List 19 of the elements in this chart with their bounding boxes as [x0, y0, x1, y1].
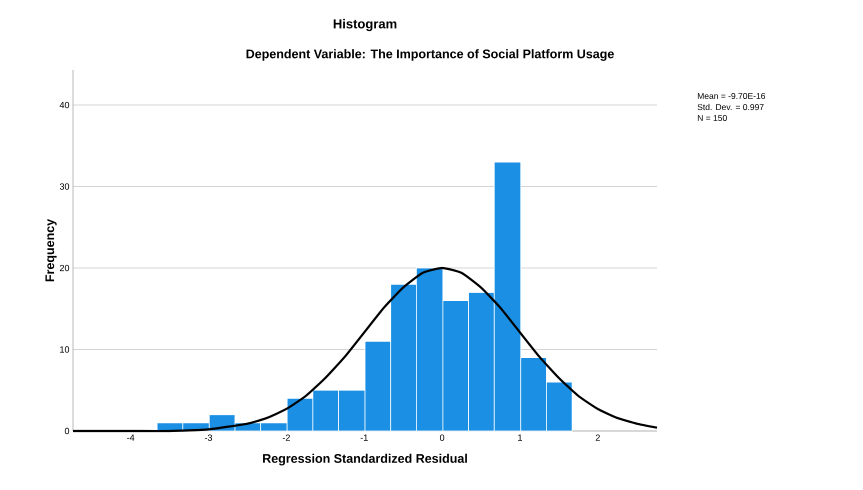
x-tick-label: 1 — [518, 434, 522, 441]
x-tick-label: 0 — [440, 434, 444, 441]
y-tick-label: 20 — [60, 264, 70, 272]
chart-subtitle: Dependent Variable: The Importance of Social Platform Usage — [246, 49, 614, 61]
x-tick-label: 2 — [596, 434, 600, 441]
chart-title: Histogram — [334, 18, 396, 32]
y-tick-label: 10 — [60, 346, 70, 353]
y-tick-label: 30 — [60, 183, 70, 190]
x-tick-label: -2 — [282, 434, 290, 441]
x-tick-label: -4 — [127, 434, 134, 441]
x-tick-label: -1 — [360, 434, 368, 441]
text: Std. Dev. = 0.997 — [698, 104, 764, 110]
y-tick-label: 0 — [64, 428, 70, 434]
y-axis-title: Frequency — [45, 218, 57, 282]
x-axis-title: Regression Standardized Residual — [263, 454, 467, 466]
y-tick-label: 40 — [60, 102, 70, 108]
text: N = 150 — [698, 114, 727, 121]
text: Mean = -9.70E-16 — [698, 92, 766, 99]
x-tick-label: -3 — [204, 434, 212, 441]
